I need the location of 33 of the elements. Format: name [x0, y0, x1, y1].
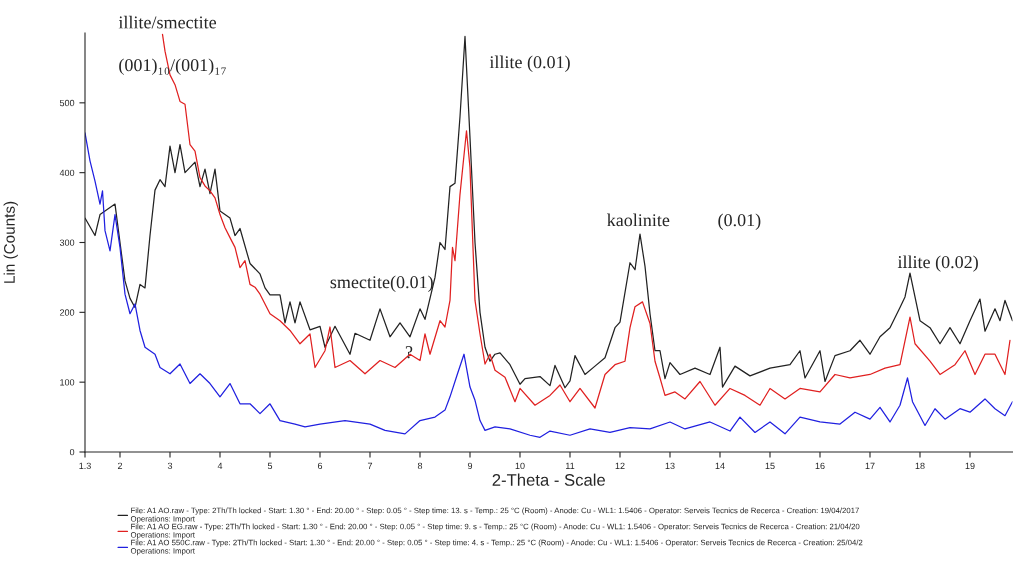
annotation: smectite(0.01): [330, 275, 433, 292]
x-tick-label: 16: [815, 462, 825, 470]
y-axis-title: Lin (Counts): [3, 201, 18, 283]
x-tick-label: 10: [515, 462, 525, 470]
x-tick-label: 12: [615, 462, 625, 469]
annotation: (0.01): [718, 213, 761, 230]
x-tick-label: 1.3: [79, 462, 91, 470]
y-tick-label: 500: [59, 99, 75, 107]
x-tick-label: 11: [566, 462, 575, 469]
x-tick-label: 6: [317, 462, 323, 470]
text: illite/smectite: [118, 15, 217, 29]
x-tick-label: 5: [267, 462, 273, 470]
x-tick-label: 13: [665, 462, 675, 470]
x-tick-label: 7: [367, 462, 373, 469]
annotation: kaolinite: [607, 213, 670, 227]
x-tick-label: 17: [865, 462, 875, 469]
x-tick-label: 15: [765, 462, 775, 470]
y-tick-label: 100: [60, 379, 75, 386]
x-axis-title: 2-Theta - Scale: [492, 473, 605, 486]
x-tick-label: 8: [417, 462, 423, 470]
x-tick-label: 14: [715, 462, 725, 469]
x-tick-label: 9: [467, 462, 473, 470]
y-tick-label: 200: [59, 309, 75, 316]
annotation: illite (0.01): [489, 55, 570, 72]
x-tick-label: 18: [915, 462, 925, 470]
x-tick-label: 3: [167, 462, 173, 470]
x-tick-label: 19: [965, 462, 975, 470]
y-tick-label: 0: [69, 448, 75, 456]
x-tick-label: 4: [217, 462, 223, 469]
y-tick-label: 400: [59, 169, 75, 177]
y-tick-label: 300: [59, 239, 75, 246]
x-tick-label: 2: [117, 462, 123, 469]
annotation: illite (0.02): [897, 255, 978, 272]
